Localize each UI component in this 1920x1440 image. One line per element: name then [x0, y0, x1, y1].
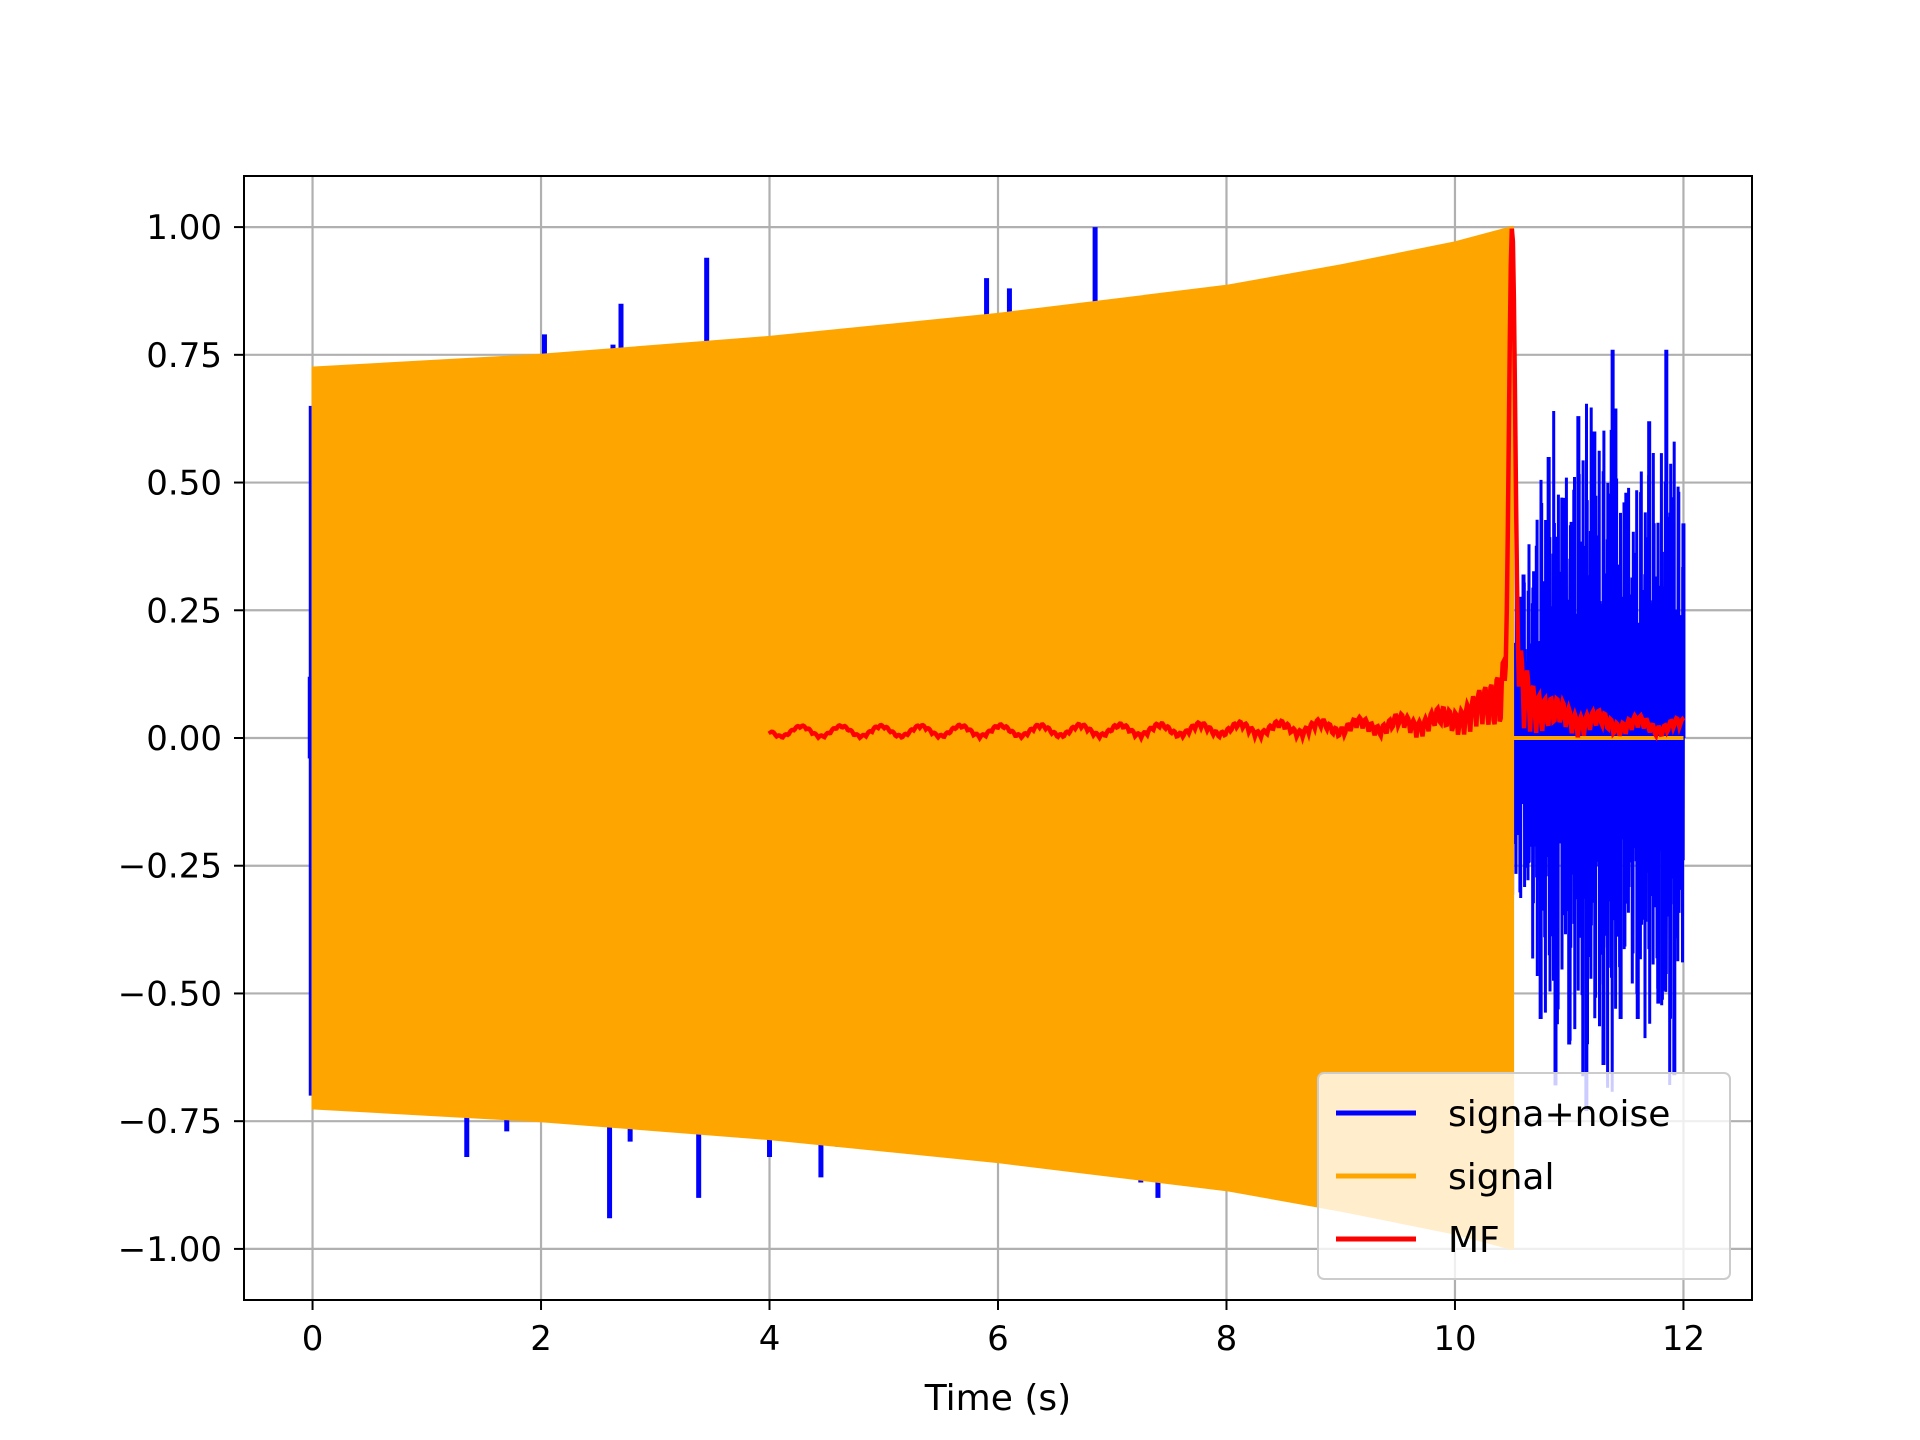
- legend-label: signal: [1448, 1157, 1555, 1198]
- legend-label: signa+noise: [1448, 1094, 1670, 1135]
- legend: signa+noise signal MF: [1317, 1072, 1731, 1280]
- x-tick-label: 2: [530, 1319, 552, 1359]
- mf-line: [767, 228, 1686, 746]
- y-tick-label: 0.00: [146, 719, 222, 759]
- legend-label: MF: [1448, 1220, 1500, 1261]
- y-tick-label: −1.00: [118, 1230, 222, 1270]
- x-tick-label: 12: [1662, 1319, 1705, 1359]
- x-axis-label: Time (s): [924, 1378, 1071, 1419]
- axis-ticks: 0 2 4 6 8 10 12 1.00 0.75 0.50 0.25 0.00 −0.25 −0.50 −…: [118, 208, 1705, 1359]
- y-tick-label: 0.50: [146, 464, 222, 504]
- y-tick-label: 1.00: [146, 208, 222, 248]
- plot-area: [307, 225, 1686, 1251]
- y-tick-label: −0.75: [118, 1102, 222, 1142]
- legend-box: [1317, 1072, 1731, 1280]
- y-tick-label: 0.25: [146, 591, 222, 631]
- x-tick-label: 10: [1433, 1319, 1476, 1359]
- x-tick-label: 6: [987, 1319, 1009, 1359]
- x-tick-label: 0: [302, 1319, 324, 1359]
- x-tick-label: 4: [759, 1319, 781, 1359]
- y-tick-label: 0.75: [146, 336, 222, 376]
- y-tick-label: −0.25: [118, 847, 222, 887]
- y-tick-label: −0.50: [118, 974, 222, 1014]
- x-tick-label: 8: [1216, 1319, 1238, 1359]
